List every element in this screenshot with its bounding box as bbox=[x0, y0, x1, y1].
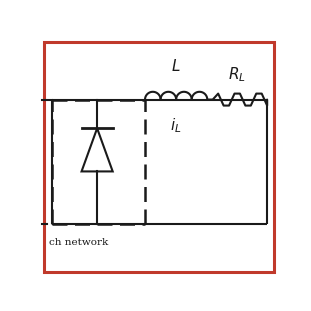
Text: $R_L$: $R_L$ bbox=[228, 65, 246, 84]
Text: ch network: ch network bbox=[49, 239, 109, 248]
Text: $i_L$: $i_L$ bbox=[170, 116, 182, 135]
Text: $L$: $L$ bbox=[171, 58, 181, 74]
